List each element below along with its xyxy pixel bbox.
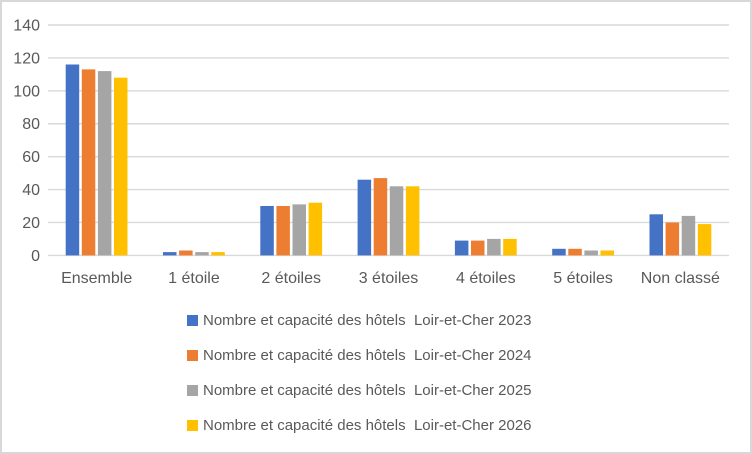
bar <box>568 248 582 256</box>
y-axis-labels: 0 20 40 60 80 100 120 140 <box>13 18 40 265</box>
y-tick-label: 20 <box>22 215 40 232</box>
bar <box>649 214 663 256</box>
bar <box>357 179 372 256</box>
gridlines <box>48 24 729 257</box>
bar <box>487 238 501 256</box>
bar <box>373 178 388 256</box>
legend-label: Nombre et capacité des hôtels Loir-et-Ch… <box>203 382 532 399</box>
legend-label: Nombre et capacité des hôtels Loir-et-Ch… <box>203 312 532 329</box>
x-category-label: 3 étoiles <box>359 270 419 287</box>
bar <box>405 186 420 256</box>
bar <box>114 77 128 256</box>
bar <box>600 250 614 256</box>
bar <box>276 206 290 256</box>
y-tick-label: 120 <box>13 50 40 67</box>
y-tick-label: 0 <box>31 248 40 265</box>
x-category-label: 4 étoiles <box>456 270 516 287</box>
bar <box>97 71 112 256</box>
y-tick-label: 80 <box>22 116 40 133</box>
legend-swatch-icon <box>187 350 198 361</box>
x-category-label: 5 étoiles <box>553 270 613 287</box>
legend-item: Nombre et capacité des hôtels Loir-et-Ch… <box>187 347 532 364</box>
bar <box>389 186 404 256</box>
x-category-label: Non classé <box>641 270 720 287</box>
legend-item: Nombre et capacité des hôtels Loir-et-Ch… <box>187 417 532 434</box>
bar <box>211 252 225 256</box>
bar <box>163 252 177 256</box>
legend-swatch-icon <box>187 385 198 396</box>
bar <box>697 224 712 256</box>
chart-legend: Nombre et capacité des hôtels Loir-et-Ch… <box>187 312 532 452</box>
y-tick-label: 140 <box>13 18 40 35</box>
legend-item: Nombre et capacité des hôtels Loir-et-Ch… <box>187 312 532 329</box>
bars <box>65 64 712 256</box>
legend-label: Nombre et capacité des hôtels Loir-et-Ch… <box>203 347 532 364</box>
bar <box>308 202 323 256</box>
bar <box>681 215 696 256</box>
bar <box>665 222 680 256</box>
x-axis-labels: Ensemble 1 étoile 2 étoiles 3 étoiles 4 étoi… <box>61 270 720 287</box>
bar <box>584 250 598 256</box>
legend-swatch-icon <box>187 315 198 326</box>
bar <box>195 252 209 256</box>
y-tick-label: 40 <box>22 182 40 199</box>
bar <box>552 248 566 256</box>
bar <box>260 206 274 256</box>
bar <box>179 250 193 256</box>
bar <box>292 204 306 256</box>
bar <box>503 238 517 256</box>
x-category-label: Ensemble <box>61 270 132 287</box>
x-category-label: 1 étoile <box>168 270 220 287</box>
legend-label: Nombre et capacité des hôtels Loir-et-Ch… <box>203 417 532 434</box>
bar <box>81 69 96 256</box>
x-category-label: 2 étoiles <box>261 270 321 287</box>
legend-item: Nombre et capacité des hôtels Loir-et-Ch… <box>187 382 532 399</box>
bar <box>65 64 80 256</box>
bar <box>454 240 469 256</box>
legend-swatch-icon <box>187 420 198 431</box>
y-tick-label: 60 <box>22 149 40 166</box>
y-tick-label: 100 <box>13 83 40 100</box>
bar <box>471 240 485 256</box>
